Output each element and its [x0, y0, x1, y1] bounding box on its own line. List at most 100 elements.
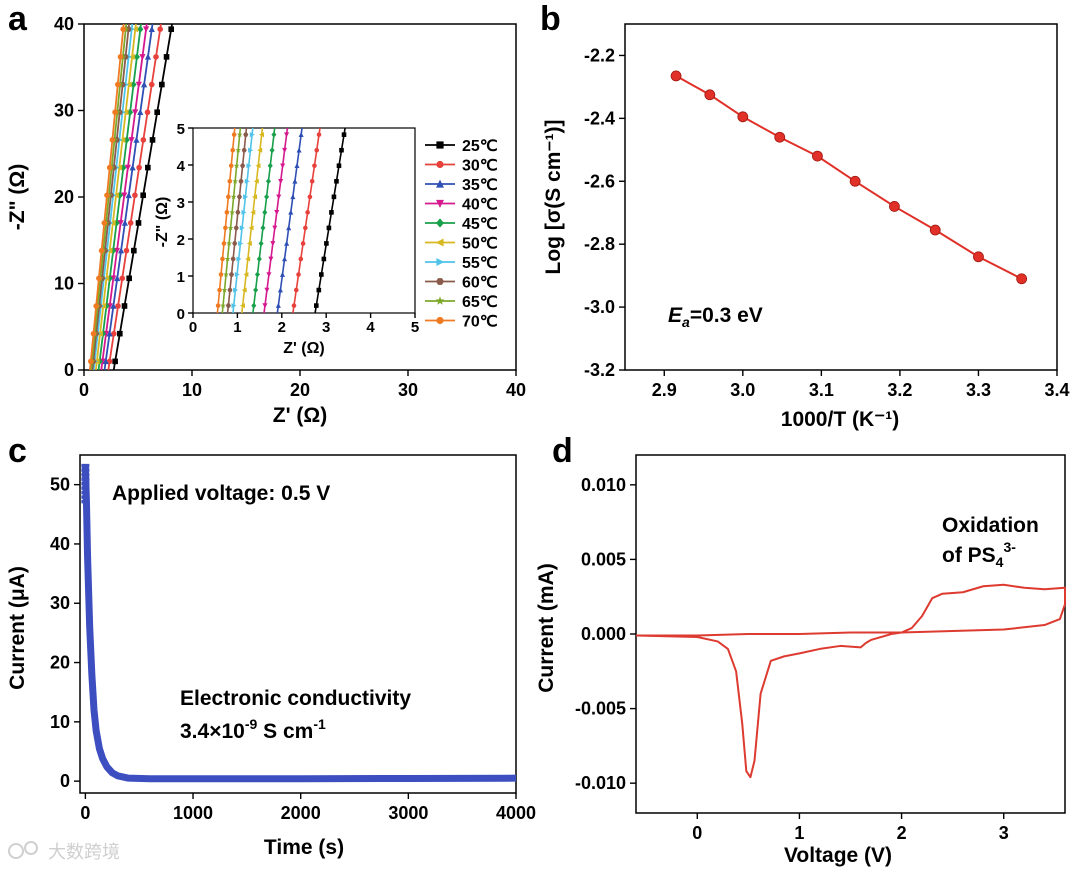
- panel-a-point: [135, 81, 142, 88]
- cond-exponent: -9: [245, 716, 258, 732]
- panel-a-point: [121, 192, 128, 199]
- inset-point: [268, 256, 274, 262]
- panel-a-point: [136, 164, 142, 171]
- legend-label: 65℃: [462, 294, 498, 311]
- inset-series-8: [225, 128, 249, 313]
- panel-b-point: [670, 70, 682, 82]
- panel-a-point: [133, 53, 140, 61]
- inset-line: [221, 128, 242, 313]
- panel-b-xtick-label: 3.0: [730, 380, 755, 400]
- inset-point: [245, 256, 251, 262]
- ea-subscript: a: [682, 314, 690, 330]
- panel-a-point: [137, 25, 144, 33]
- inset-xtick-label: 1: [233, 319, 241, 336]
- panel-a-point: [102, 357, 109, 365]
- inset-point: [230, 193, 237, 200]
- panel-a-point: [126, 275, 132, 282]
- legend-label: 70℃: [462, 314, 498, 331]
- panel-a-xtick-label: 30: [398, 380, 418, 400]
- inset-ytick-label: 2: [177, 232, 185, 249]
- inset-point: [339, 147, 344, 153]
- inset-point: [286, 225, 292, 231]
- inset-point: [241, 148, 247, 153]
- legend-label: 35℃: [462, 177, 498, 194]
- panel-a-series-2: [106, 24, 163, 370]
- panel-a-point: [110, 246, 117, 255]
- panel-a-point: [135, 220, 142, 226]
- panel-b-ylabel: Log [σ(S cm⁻¹)]: [542, 120, 565, 275]
- panel-a-point: [87, 358, 94, 365]
- inset-series-10: [215, 128, 237, 313]
- inset-point: [246, 163, 252, 169]
- panel-a-point: [132, 109, 139, 116]
- panel-b-point: [774, 131, 786, 143]
- panel-b-point: [1016, 273, 1028, 285]
- legend-label: 25℃: [462, 138, 498, 155]
- inset-point: [266, 272, 272, 278]
- panel-a-point: [112, 109, 118, 116]
- panel-a-point: [130, 80, 137, 89]
- inset-point: [235, 147, 242, 153]
- legend-label: 45℃: [462, 216, 498, 233]
- legend-label: 60℃: [462, 275, 498, 292]
- panel-c-ticks: 0 1000 2000 3000 4000 0 10 20 30 40 50: [50, 475, 536, 823]
- inset-point: [232, 241, 238, 246]
- panel-a-series-1: [112, 24, 175, 370]
- panel-a-series: [87, 24, 175, 370]
- inset-line: [232, 128, 254, 313]
- panel-a-point: [121, 219, 128, 226]
- inset-xtick-label: 5: [411, 319, 419, 336]
- legend-marker: [436, 278, 444, 285]
- panel-b-ea-annotation: Ea=0.3 eV: [668, 304, 763, 330]
- inset-point: [336, 163, 342, 169]
- inset-point: [227, 224, 234, 231]
- inset-point: [223, 271, 229, 277]
- panel-c-frame: [79, 454, 517, 794]
- panel-a-point: [132, 192, 138, 199]
- inset-point: [305, 210, 310, 215]
- inset-point: [331, 194, 337, 200]
- panel-label-a: a: [8, 0, 28, 38]
- panel-a-point: [144, 109, 151, 116]
- panel-c-point: [81, 468, 90, 472]
- inset-point: [249, 132, 255, 138]
- inset-point: [238, 179, 244, 184]
- inset-series-4: [262, 128, 290, 313]
- panel-a-xtick-label: 10: [182, 380, 202, 400]
- inset-xtick-label: 2: [278, 319, 286, 336]
- panel-a-point: [118, 247, 125, 254]
- inset-point: [267, 162, 273, 169]
- inset-line: [292, 128, 321, 313]
- panel-d-ytick-label: 0.010: [581, 475, 626, 495]
- cond-value: 3.4×10: [180, 720, 245, 743]
- inset-point: [284, 240, 290, 246]
- legend-marker: [435, 238, 444, 247]
- panel-a-point: [109, 137, 116, 143]
- panel-a-ylabel: -Z" (Ω): [6, 164, 29, 230]
- panel-c-ytick-label: 40: [50, 534, 70, 554]
- inset-point: [291, 303, 297, 308]
- inset-point: [269, 147, 275, 154]
- legend-item: 55℃: [425, 255, 498, 272]
- panel-label-c: c: [8, 432, 27, 470]
- inset-point: [248, 225, 254, 231]
- panel-d-xtick-label: 3: [999, 823, 1009, 843]
- panel-d-cv-curve: [635, 583, 1066, 779]
- panel-a-point: [168, 26, 175, 32]
- inset-line: [226, 128, 248, 313]
- inset-point: [253, 287, 259, 294]
- inset-point: [303, 225, 308, 231]
- inset-point: [293, 287, 299, 293]
- inset-point: [296, 147, 302, 153]
- panel-b-point: [737, 111, 749, 123]
- panel-a-point: [110, 302, 117, 309]
- inset-ytick-label: 3: [177, 195, 185, 212]
- panel-a-ytick-label: 20: [54, 187, 74, 207]
- inset-point: [264, 287, 270, 293]
- panel-a-ytick-label: 0: [64, 360, 74, 380]
- inset-point: [282, 147, 288, 153]
- panel-d-xlabel: Voltage (V): [784, 844, 892, 867]
- panel-c-ytick-label: 30: [50, 593, 70, 613]
